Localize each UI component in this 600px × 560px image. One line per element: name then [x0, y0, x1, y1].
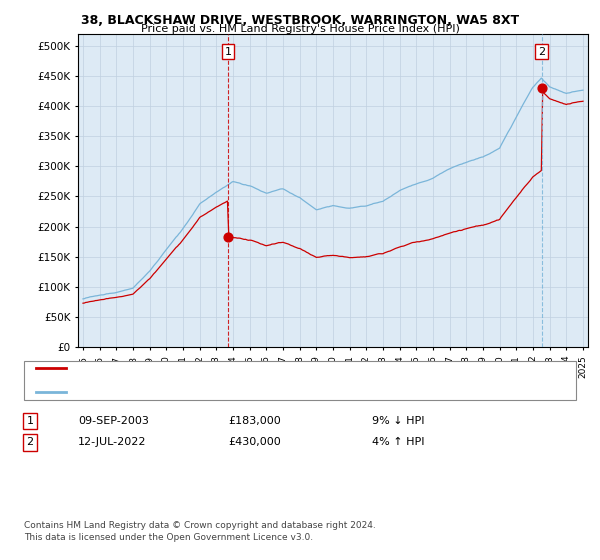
Point	[537, 83, 547, 92]
Text: 38, BLACKSHAW DRIVE, WESTBROOK, WARRINGTON, WA5 8XT: 38, BLACKSHAW DRIVE, WESTBROOK, WARRINGT…	[81, 14, 519, 27]
Text: 2: 2	[538, 46, 545, 57]
Text: Contains HM Land Registry data © Crown copyright and database right 2024.: Contains HM Land Registry data © Crown c…	[24, 521, 376, 530]
Text: £430,000: £430,000	[228, 437, 281, 447]
Text: 9% ↓ HPI: 9% ↓ HPI	[372, 416, 425, 426]
Text: 12-JUL-2022: 12-JUL-2022	[78, 437, 146, 447]
Text: 1: 1	[26, 416, 34, 426]
Text: Price paid vs. HM Land Registry's House Price Index (HPI): Price paid vs. HM Land Registry's House …	[140, 24, 460, 34]
Text: 1: 1	[224, 46, 232, 57]
Text: 2: 2	[26, 437, 34, 447]
Text: HPI: Average price, detached house, Warrington: HPI: Average price, detached house, Warr…	[72, 387, 323, 397]
Text: 38, BLACKSHAW DRIVE, WESTBROOK, WARRINGTON, WA5 8XT (detached house): 38, BLACKSHAW DRIVE, WESTBROOK, WARRINGT…	[72, 363, 493, 374]
Point	[223, 232, 233, 241]
Text: 09-SEP-2003: 09-SEP-2003	[78, 416, 149, 426]
Text: This data is licensed under the Open Government Licence v3.0.: This data is licensed under the Open Gov…	[24, 533, 313, 542]
Text: 4% ↑ HPI: 4% ↑ HPI	[372, 437, 425, 447]
Text: £183,000: £183,000	[228, 416, 281, 426]
